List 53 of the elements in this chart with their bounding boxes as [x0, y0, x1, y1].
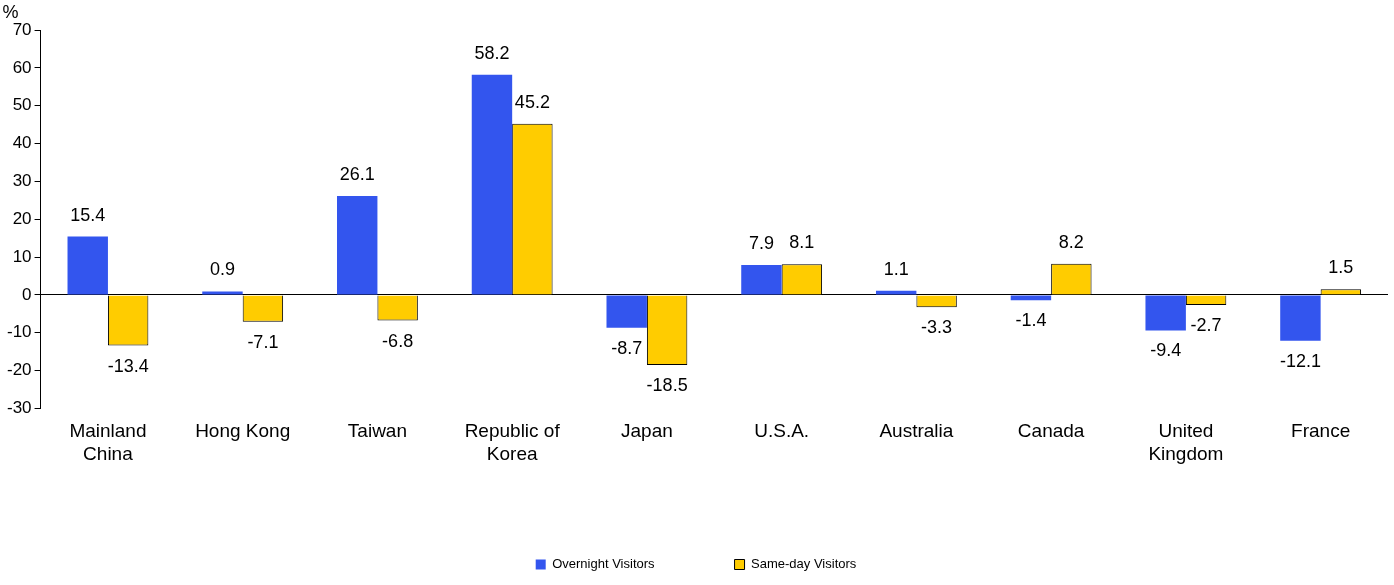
bar — [1280, 295, 1321, 341]
data-label: 8.2 — [1058, 231, 1084, 252]
y-tick-label: -20 — [6, 360, 32, 380]
data-label: -6.8 — [382, 330, 414, 351]
y-tick-label: 10 — [12, 246, 32, 266]
bar — [337, 196, 378, 295]
data-label: 26.1 — [339, 164, 375, 185]
data-label: -1.4 — [1015, 310, 1047, 331]
data-label: -13.4 — [107, 355, 149, 376]
x-tick-label: Hong Kong — [195, 420, 291, 442]
y-tick-label: 50 — [12, 95, 32, 115]
y-tick-label: 30 — [12, 171, 32, 191]
bar — [1010, 295, 1052, 301]
x-tick-label: Republic of Korea — [464, 420, 561, 464]
bar — [67, 236, 108, 295]
x-tick-label: United Kingdom — [1148, 420, 1224, 464]
x-tick-label: Mainland China — [69, 420, 147, 464]
legend-label: Overnight Visitors — [552, 556, 656, 572]
data-label: 7.9 — [748, 232, 774, 253]
data-label: -3.3 — [921, 317, 953, 338]
x-tick-label: Canada — [1017, 420, 1085, 442]
y-tick-label: 40 — [12, 133, 32, 153]
x-tick-label: U.S.A. — [754, 420, 810, 442]
y-axis-title: % — [2, 1, 19, 22]
data-label: 45.2 — [514, 91, 550, 112]
data-label: -9.4 — [1150, 340, 1182, 361]
x-tick-label: Japan — [621, 420, 673, 442]
bar — [471, 74, 513, 295]
bar — [606, 295, 647, 328]
y-tick-label: 70 — [12, 19, 32, 39]
y-tick-label: -10 — [6, 322, 32, 342]
legend-label: Same-day Visitors — [751, 556, 857, 572]
x-tick-label: Taiwan — [347, 420, 408, 442]
data-label: -7.1 — [247, 331, 279, 352]
x-tick-label: France — [1291, 420, 1351, 442]
y-tick-label: 20 — [12, 208, 32, 228]
data-label: -8.7 — [611, 337, 643, 358]
x-tick-label: Australia — [879, 420, 954, 442]
data-label: 58.2 — [474, 42, 510, 63]
y-tick-label: 60 — [12, 57, 32, 77]
data-label: 8.1 — [789, 232, 815, 253]
bar — [741, 264, 782, 295]
data-label: -18.5 — [646, 374, 688, 395]
y-tick-label: -30 — [6, 398, 32, 418]
data-label: -2.7 — [1190, 315, 1222, 336]
bar — [202, 291, 243, 295]
data-label: 0.9 — [209, 259, 235, 280]
data-label: 15.4 — [70, 204, 106, 225]
bar — [1145, 295, 1186, 331]
y-tick-label: 0 — [22, 284, 32, 304]
data-label: -12.1 — [1279, 350, 1321, 371]
data-label: 1.1 — [883, 258, 909, 279]
data-label: 1.5 — [1328, 257, 1354, 278]
